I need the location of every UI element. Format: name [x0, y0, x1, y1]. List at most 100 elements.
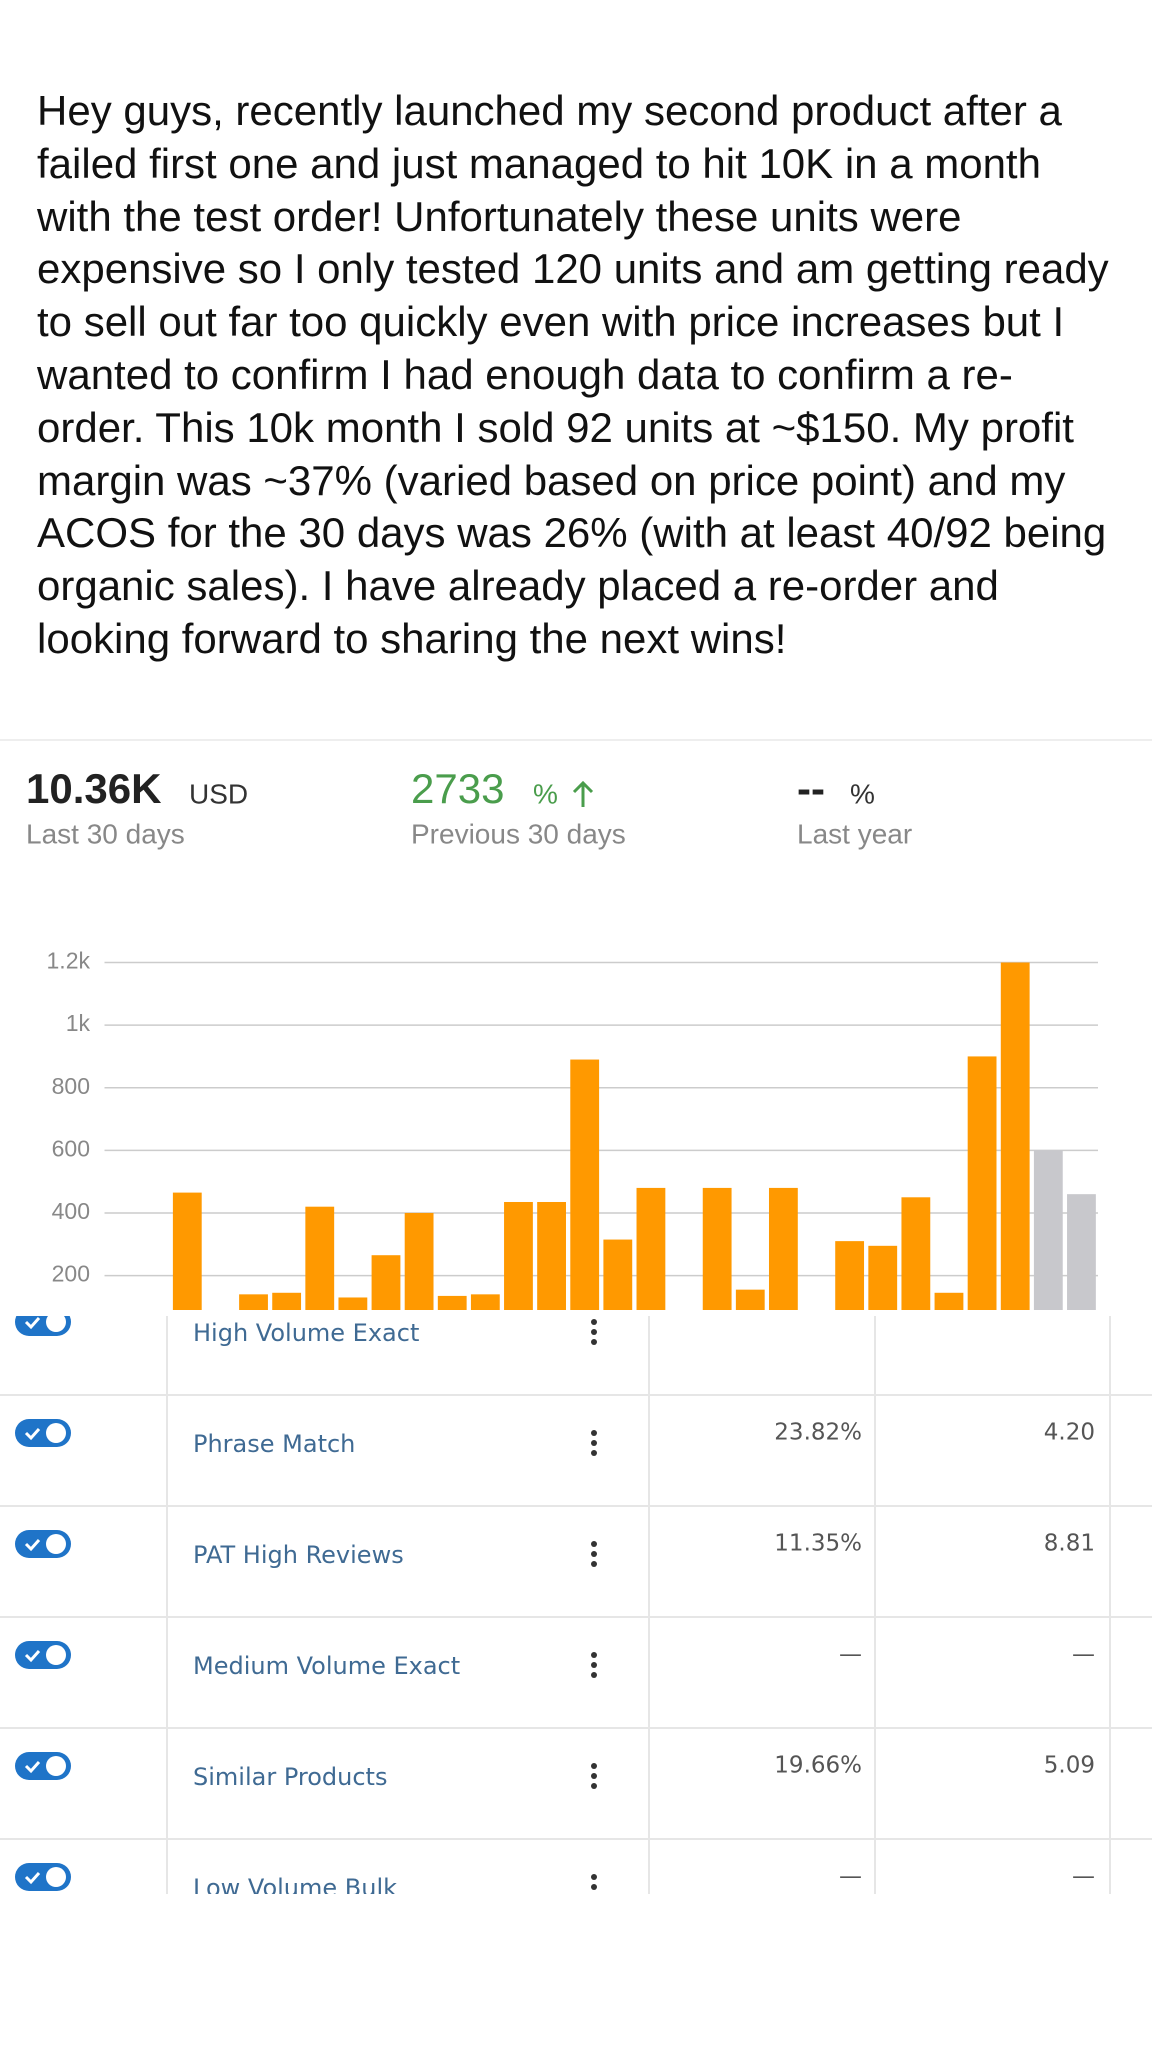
y-tick-label: 800 — [52, 1073, 90, 1099]
menu-dot — [591, 1329, 597, 1335]
menu-dot — [591, 1450, 597, 1456]
toggle[interactable] — [15, 1530, 71, 1558]
row-menu[interactable] — [591, 1541, 597, 1567]
menu-dot — [591, 1652, 597, 1658]
roas: 8.81 — [1044, 1531, 1095, 1557]
toggle-check — [24, 1428, 41, 1441]
stat-label: Last year — [797, 818, 912, 849]
acos: 19.66% — [774, 1753, 862, 1779]
bar — [371, 1255, 401, 1310]
bar — [404, 1212, 434, 1310]
bar — [868, 1245, 898, 1310]
stat-value: 10.36K — [26, 765, 161, 812]
bar — [437, 1295, 467, 1310]
y-tick-label: 400 — [52, 1198, 90, 1224]
toggle-knob — [46, 1645, 66, 1665]
table: High Volume Exact Phrase Match 23.82% 4.20 P… — [0, 1308, 1152, 1902]
toggle-check — [24, 1761, 41, 1774]
y-tick-label: 200 — [52, 1261, 90, 1287]
campaign-name: Low Volume Bulk — [193, 1874, 397, 1902]
menu-dot — [591, 1440, 597, 1446]
menu-dot — [591, 1541, 597, 1547]
menu-dot — [591, 1430, 597, 1436]
stat-unit: USD — [189, 778, 248, 809]
toggle-knob — [46, 1867, 66, 1887]
toggle-check — [24, 1539, 41, 1552]
toggle[interactable] — [15, 1752, 71, 1780]
bar — [934, 1292, 964, 1310]
menu-dot — [591, 1874, 597, 1880]
row-menu[interactable] — [591, 1763, 597, 1789]
toggle-knob — [46, 1534, 66, 1554]
bar — [967, 1056, 997, 1310]
row-menu[interactable] — [591, 1430, 597, 1456]
menu-dot — [591, 1672, 597, 1678]
row-menu[interactable] — [591, 1652, 597, 1678]
bar — [702, 1187, 732, 1310]
campaign-name: High Volume Exact — [193, 1319, 419, 1347]
toggle-check — [24, 1872, 41, 1885]
bar — [835, 1241, 865, 1310]
bar — [272, 1292, 302, 1310]
roas: — — [1072, 1864, 1095, 1890]
toggle[interactable] — [15, 1308, 71, 1336]
y-tick-label: 1k — [66, 1010, 91, 1036]
bar — [338, 1297, 368, 1310]
roas: — — [1072, 1642, 1095, 1668]
campaign-name: Phrase Match — [193, 1430, 355, 1458]
toggle[interactable] — [15, 1641, 71, 1669]
bar — [735, 1289, 765, 1310]
menu-dot — [591, 1884, 597, 1890]
bar — [1033, 1150, 1063, 1310]
stat-unit: % — [533, 778, 558, 809]
bar — [1067, 1194, 1096, 1310]
menu-dot — [591, 1551, 597, 1557]
post-text: Hey guys, recently launched my second pr… — [37, 87, 1109, 662]
table-bg — [0, 1316, 1152, 1894]
bar — [239, 1294, 268, 1310]
stat-label: Last 30 days — [26, 818, 185, 849]
row-menu[interactable] — [591, 1874, 597, 1900]
menu-dot — [591, 1783, 597, 1789]
bar — [537, 1201, 566, 1310]
y-tick-label: 1.2k — [47, 948, 91, 974]
menu-dot — [591, 1662, 597, 1668]
acos: 23.82% — [774, 1420, 862, 1446]
menu-dot — [591, 1763, 597, 1769]
bar — [603, 1239, 633, 1310]
toggle[interactable] — [15, 1863, 71, 1891]
roas: 5.09 — [1044, 1753, 1095, 1779]
bar — [901, 1197, 931, 1310]
bar — [636, 1187, 666, 1310]
row-menu[interactable] — [591, 1319, 597, 1345]
acos: 11.35% — [774, 1531, 862, 1557]
campaign-name: Similar Products — [193, 1763, 387, 1791]
toggle-knob — [46, 1423, 66, 1443]
chart: 200 400 600 800 1k 1.2k — [47, 948, 1098, 1310]
roas: 4.20 — [1044, 1420, 1095, 1446]
bar — [470, 1294, 500, 1310]
bar — [768, 1187, 798, 1310]
menu-dot — [591, 1339, 597, 1345]
toggle-check — [24, 1317, 41, 1330]
bar — [1000, 962, 1030, 1310]
bar — [305, 1206, 335, 1310]
bar — [172, 1192, 202, 1310]
toggle[interactable] — [15, 1419, 71, 1447]
menu-dot — [591, 1319, 597, 1325]
acos: — — [839, 1642, 862, 1668]
campaign-name: PAT High Reviews — [193, 1541, 404, 1569]
toggle-knob — [46, 1316, 66, 1332]
toggle-knob — [46, 1756, 66, 1776]
stat-value: -- — [797, 765, 825, 812]
campaign-name: Medium Volume Exact — [193, 1652, 460, 1680]
menu-dot — [591, 1561, 597, 1567]
trend-arrow — [572, 780, 594, 807]
toggle-check — [24, 1650, 41, 1663]
stat-value: 2733 — [411, 765, 504, 812]
menu-dot — [591, 1894, 597, 1900]
stat-label: Previous 30 days — [411, 818, 626, 849]
acos: — — [839, 1864, 862, 1890]
